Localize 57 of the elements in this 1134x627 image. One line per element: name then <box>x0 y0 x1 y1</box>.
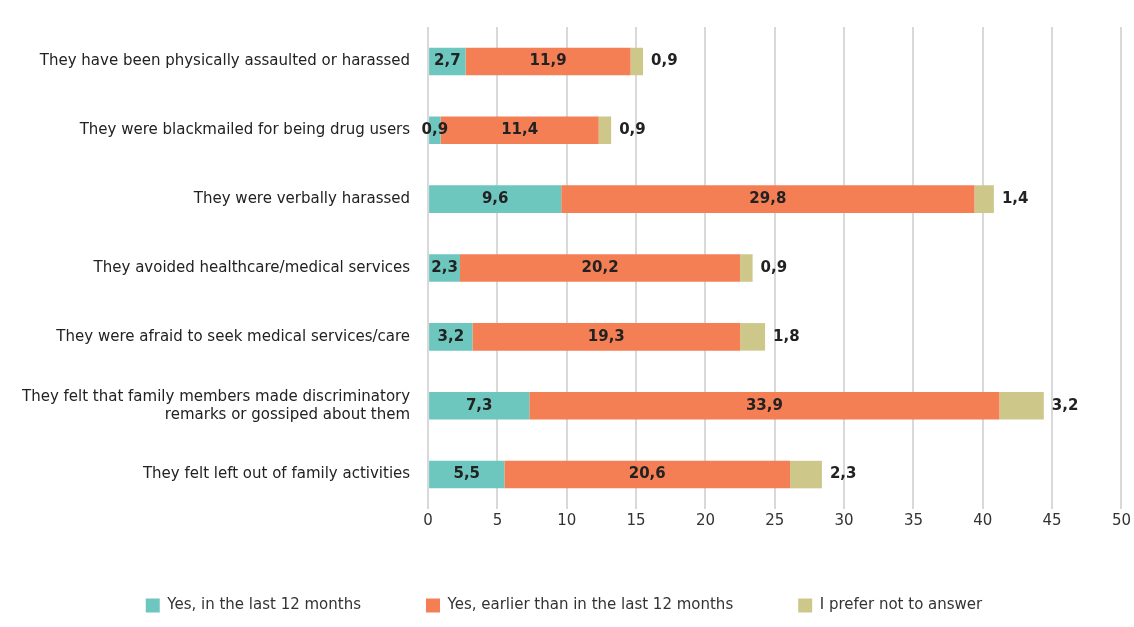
x-tick-label: 45 <box>1042 510 1062 529</box>
bar <box>429 185 562 213</box>
data-label: 2,3 <box>431 257 458 276</box>
data-label: 20,2 <box>581 257 619 276</box>
bar <box>460 254 741 282</box>
x-tick-label: 10 <box>557 510 577 529</box>
data-label: 1,4 <box>1001 189 1029 208</box>
x-tick-label: 20 <box>695 510 715 529</box>
x-tick-label: 30 <box>834 510 854 529</box>
data-label: 19,3 <box>587 326 625 345</box>
x-tick-label: 15 <box>626 510 646 529</box>
bar <box>630 47 644 76</box>
data-label: 1,8 <box>773 326 800 345</box>
x-tick-label: 35 <box>903 510 923 529</box>
data-label: 7,3 <box>465 395 493 414</box>
data-label: 11,9 <box>529 51 567 70</box>
data-label: 2,3 <box>829 464 857 483</box>
bar <box>740 323 766 351</box>
bar <box>598 116 612 145</box>
x-tick-label: 0 <box>423 510 433 529</box>
x-tick-label: 40 <box>973 510 993 529</box>
y-tick-label: They were verbally harassed <box>192 189 411 208</box>
legend-label: I prefer not to answer <box>819 595 984 614</box>
y-tick-label: They were afraid to seek medical services/care <box>55 326 411 345</box>
bar <box>999 391 1044 420</box>
y-tick-label: They felt that family members made discriminatory remarks or gossiped about them <box>20 386 411 423</box>
bar <box>429 391 530 420</box>
bar <box>472 323 741 351</box>
bar <box>974 185 994 213</box>
data-label: 0,9 <box>421 120 449 139</box>
bar <box>740 254 753 282</box>
data-label: 20,6 <box>628 464 666 483</box>
bar <box>465 47 631 76</box>
y-tick-label: They avoided healthcare/medical services <box>92 257 411 276</box>
data-label: 33,9 <box>745 395 783 414</box>
x-tick-label: 50 <box>1111 510 1131 529</box>
x-tick-label: 25 <box>765 510 785 529</box>
x-tick-label: 5 <box>492 510 503 529</box>
bar <box>504 460 791 489</box>
data-label: 0,9 <box>619 120 646 139</box>
data-label: 3,2 <box>437 326 465 345</box>
y-tick-label: They have been physically assaulted or harassed <box>38 51 411 70</box>
bar <box>561 185 975 213</box>
legend-label: Yes, earlier than in the last 12 months <box>446 595 734 614</box>
data-label: 0,9 <box>651 51 678 70</box>
bar <box>790 460 822 489</box>
y-tick-label: They were blackmailed for being drug users <box>78 120 411 139</box>
data-label: 11,4 <box>501 120 539 139</box>
legend-label: Yes, in the last 12 months <box>166 595 362 614</box>
data-label: 3,2 <box>1051 395 1079 414</box>
data-label: 29,8 <box>749 189 787 208</box>
data-label: 5,5 <box>453 464 481 483</box>
bar <box>529 391 1000 420</box>
data-label: 9,6 <box>481 189 509 208</box>
data-label: 0,9 <box>760 257 788 276</box>
data-label: 2,7 <box>434 51 461 70</box>
y-tick-label: They felt left out of family activities <box>141 464 411 483</box>
